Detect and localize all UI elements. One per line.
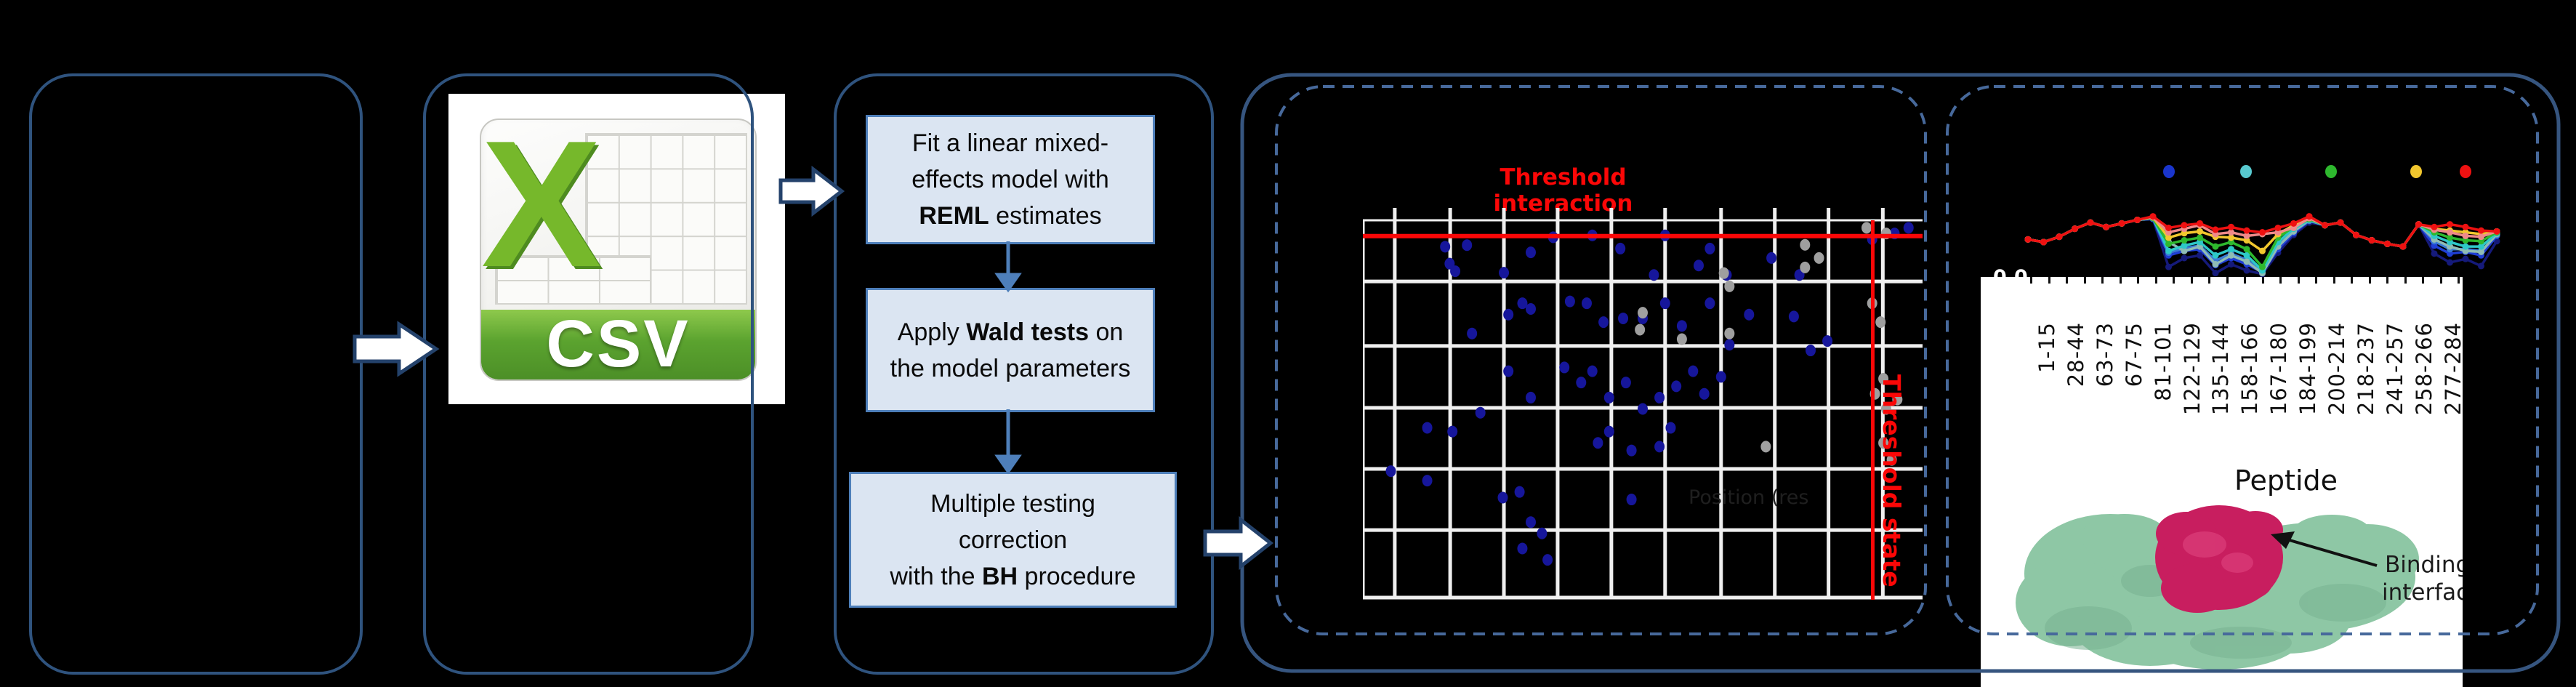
peptide-figure-panel: 1-15 28-44 63-73 67-75 81-101 122-129 135-144 1… (1981, 277, 2463, 687)
binding-interface-label: Binding (2385, 552, 2463, 578)
scatter-plot: Position (res (1362, 207, 1923, 600)
csv-banner-label: CSV (546, 307, 691, 381)
peptide-label: 241-257 (2382, 322, 2407, 416)
legend-dot-icon (2460, 165, 2471, 178)
peptide-label: 122-129 (2179, 322, 2205, 416)
binding-interface-label: interface (2382, 579, 2463, 606)
threshold-state-label: Threshold state (1877, 374, 1906, 587)
white-arrow-1-icon (353, 321, 440, 377)
scatter-canvas: Position (res (1362, 208, 1923, 600)
peptide-label: 158-166 (2237, 322, 2263, 416)
peptide-label: 258-266 (2411, 322, 2436, 416)
legend-dot-icon (2163, 165, 2175, 178)
uptake-canvas (2024, 213, 2500, 278)
peptide-label: 81-101 (2150, 322, 2175, 401)
peptide-label: 28-44 (2063, 322, 2088, 387)
flow-arrow-down-icon (994, 454, 1022, 475)
peptide-label: 135-144 (2208, 322, 2234, 416)
peptide-label: 200-214 (2325, 322, 2349, 416)
y-axis-tick-label: 0.0 (1993, 266, 2028, 289)
peptide-label: 277-284 (2440, 322, 2463, 416)
flow-step-line: the model parameters (890, 354, 1131, 382)
flow-step-line: Multiple testing (930, 489, 1095, 518)
flow-step-line: effects model with (911, 166, 1109, 193)
flow-step-wald-tests: Apply Wald tests on the model parameters (866, 288, 1155, 412)
peptide-label: 63-73 (2092, 322, 2117, 387)
x-axis-title: Peptide (2234, 465, 2338, 497)
white-arrow-3-icon (1203, 515, 1274, 571)
csv-banner: CSV (481, 307, 755, 379)
flow-step-line: REML estimates (919, 202, 1102, 230)
peptide-label: 184-199 (2295, 322, 2321, 416)
peptide-label: 218-237 (2353, 322, 2378, 416)
flow-step-line: Fit a linear mixed- (911, 129, 1109, 157)
protein-structure-image (2016, 505, 2419, 670)
csv-file-icon: X CSV (480, 118, 757, 381)
flow-step-fit-model: Fit a linear mixed-effects model with REM… (866, 115, 1155, 244)
peptide-label: 67-75 (2121, 322, 2146, 387)
flow-step-line: Apply Wald tests on (897, 318, 1124, 346)
uptake-line-chart (1992, 184, 2508, 281)
flow-arrow-down-icon (994, 273, 1022, 293)
legend-dot-icon (2410, 165, 2422, 178)
peptide-label: 167-180 (2266, 322, 2292, 416)
white-arrow-2-icon (778, 165, 845, 217)
csv-image-panel: X CSV (448, 94, 785, 404)
faint-position-label: Position (res (1689, 486, 1808, 509)
flow-step-line: with the BH procedure (890, 562, 1136, 590)
flow-step-line: correction (958, 526, 1068, 554)
excel-x-icon: X (481, 118, 602, 305)
legend-dot-icon (2325, 165, 2337, 178)
stage-box-1 (29, 73, 363, 675)
flow-step-multiple-testing: Multiple testing correction with the BH pr… (849, 472, 1177, 608)
legend-dot-icon (2240, 165, 2252, 178)
peptide-label: 1-15 (2034, 322, 2059, 373)
